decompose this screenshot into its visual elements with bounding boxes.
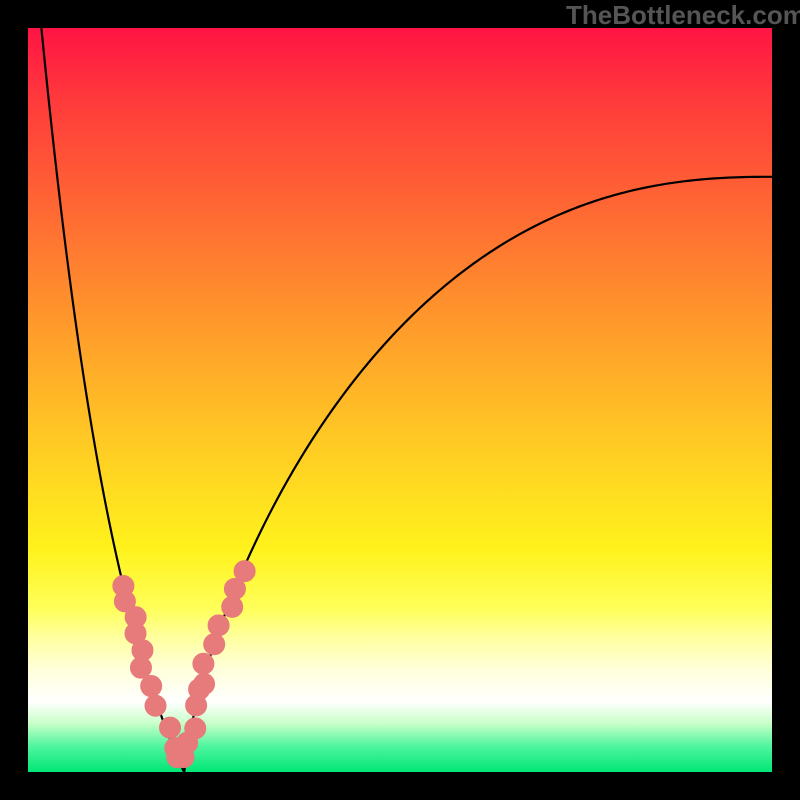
data-point (208, 615, 229, 636)
data-point (177, 732, 198, 753)
data-point (141, 676, 162, 697)
data-point (234, 561, 255, 582)
data-point (193, 653, 214, 674)
watermark-text: TheBottleneck.com (566, 0, 800, 31)
data-point (204, 634, 225, 655)
data-point (222, 596, 243, 617)
data-point (145, 695, 166, 716)
chart-svg (0, 0, 800, 800)
data-point (160, 717, 181, 738)
data-point (130, 657, 151, 678)
chart-root: TheBottleneck.com (0, 0, 800, 800)
data-point (189, 679, 210, 700)
